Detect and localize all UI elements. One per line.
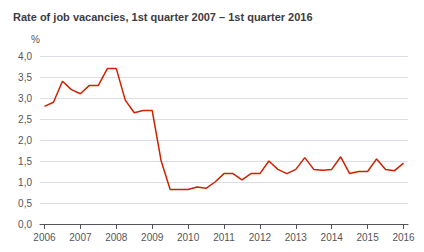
svg-text:2010: 2010 [177, 232, 200, 243]
svg-text:2009: 2009 [141, 232, 164, 243]
svg-text:%: % [31, 34, 40, 45]
svg-text:2006: 2006 [33, 232, 56, 243]
svg-text:2011: 2011 [213, 232, 235, 243]
svg-text:0,0: 0,0 [18, 219, 32, 230]
svg-text:2014: 2014 [321, 232, 344, 243]
svg-text:1,0: 1,0 [18, 177, 32, 188]
svg-text:3,5: 3,5 [18, 72, 32, 83]
svg-text:2008: 2008 [105, 232, 128, 243]
svg-text:2015: 2015 [356, 232, 379, 243]
svg-text:2012: 2012 [249, 232, 272, 243]
svg-text:Rate of job vacancies, 1st qua: Rate of job vacancies, 1st quarter 2007 … [13, 11, 313, 23]
svg-text:0,5: 0,5 [18, 198, 32, 209]
svg-text:2016: 2016 [392, 232, 415, 243]
svg-text:2,5: 2,5 [18, 114, 32, 125]
svg-text:1,5: 1,5 [18, 156, 32, 167]
svg-text:4,0: 4,0 [18, 51, 32, 62]
svg-text:2013: 2013 [285, 232, 308, 243]
svg-text:2,0: 2,0 [18, 135, 32, 146]
svg-text:2007: 2007 [69, 232, 92, 243]
svg-text:3,0: 3,0 [18, 93, 32, 104]
